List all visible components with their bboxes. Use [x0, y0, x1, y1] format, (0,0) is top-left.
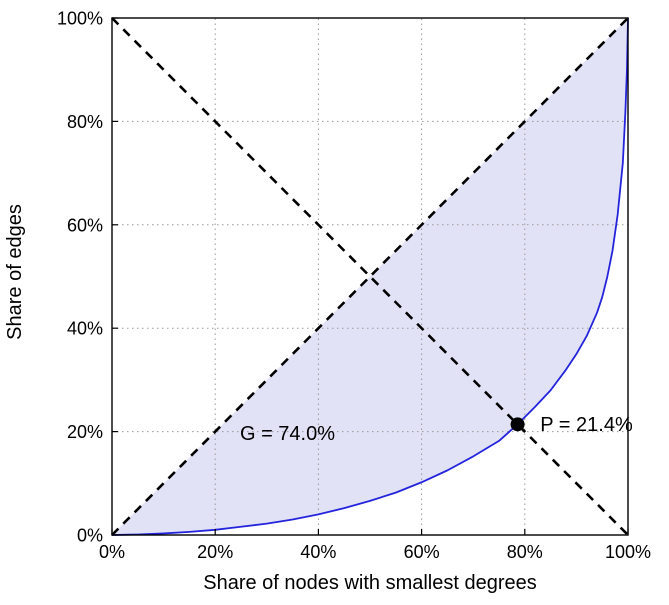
anti-diagonal-line-path	[111, 17, 629, 536]
grid-lines-layer	[112, 18, 628, 535]
annotation-text: P = 21.4%	[540, 414, 633, 436]
x-tick-label: 60%	[404, 542, 440, 562]
equality-line-path	[111, 17, 629, 536]
y-axis-label: Share of edges	[4, 204, 26, 340]
series-lines-layer	[111, 17, 629, 536]
lorenz-curve-path	[111, 17, 629, 536]
annotation-text: G = 74.0%	[240, 423, 335, 445]
annotations-layer: G = 74.0% P = 21.4%	[240, 414, 633, 445]
tick-labels-layer: 0% 20% 40% 60% 80% 100% 0% 20% 40% 60% 80% 100%	[57, 9, 651, 563]
x-axis-label: Share of nodes with smallest degrees	[203, 572, 537, 594]
y-tick-label: 100%	[57, 9, 103, 29]
y-tick-label: 80%	[67, 112, 103, 132]
x-tick-label: 0%	[99, 542, 125, 562]
intersection-point-marker	[510, 417, 525, 432]
y-tick-label: 40%	[67, 319, 103, 339]
x-tick-label: 20%	[197, 542, 233, 562]
x-tick-label: 100%	[605, 542, 651, 562]
y-tick-label: 60%	[67, 215, 103, 235]
gini-area	[112, 18, 628, 535]
plot-frame-layer	[111, 17, 629, 536]
y-tick-label: 20%	[67, 422, 103, 442]
gini-area-fill-layer	[112, 18, 628, 535]
axes-frame	[111, 17, 629, 536]
y-tick-label: 0%	[77, 526, 103, 546]
x-tick-label: 40%	[300, 542, 336, 562]
x-tick-label: 80%	[507, 542, 543, 562]
